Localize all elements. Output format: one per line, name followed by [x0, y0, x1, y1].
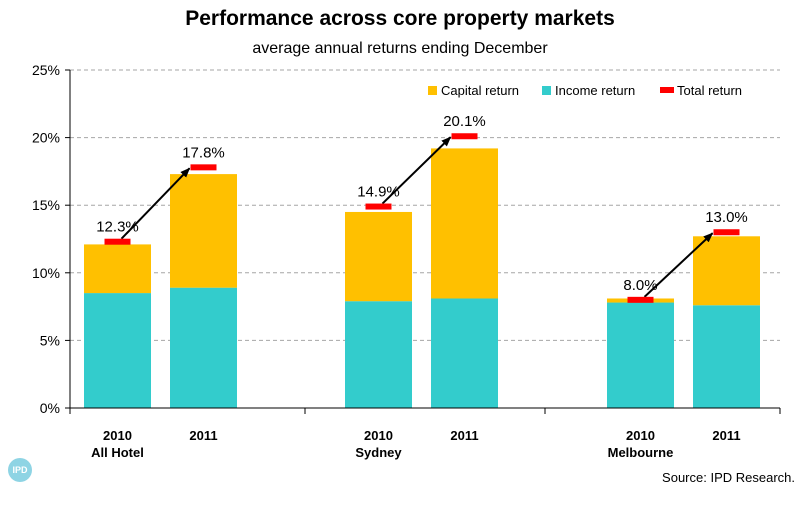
legend-swatch-total — [660, 87, 674, 93]
y-tick-label: 20% — [32, 130, 60, 146]
total-markers — [104, 133, 740, 303]
legend-label-income: Income return — [555, 83, 635, 98]
group-label: All Hotel — [91, 445, 144, 460]
year-label: 2010 — [103, 428, 132, 443]
data-labels: 12.3% 17.8% 14.9% 20.1% 8.0% 13.0% — [96, 113, 748, 294]
bar-income — [693, 305, 760, 408]
source-note: Source: IPD Research. — [662, 470, 795, 485]
y-tick-label: 5% — [40, 332, 60, 348]
bar-capital — [170, 174, 237, 288]
total-label: 17.8% — [182, 144, 225, 161]
total-marker — [451, 133, 478, 140]
y-tick-label: 25% — [32, 62, 60, 78]
legend: Capital return Income return Total retur… — [428, 83, 742, 98]
year-label: 2011 — [189, 428, 217, 443]
total-label: 12.3% — [96, 219, 139, 236]
total-label: 8.0% — [623, 277, 657, 294]
legend-label-capital: Capital return — [441, 83, 519, 98]
legend-label-total: Total return — [677, 83, 742, 98]
ipd-logo-text: IPD — [12, 465, 28, 475]
growth-arrow — [120, 167, 191, 240]
total-marker — [713, 229, 740, 236]
legend-swatch-income — [542, 86, 551, 95]
ipd-logo: IPD — [8, 458, 32, 482]
total-label: 20.1% — [443, 113, 486, 130]
arrows — [120, 136, 714, 298]
total-marker — [365, 203, 392, 210]
bar-capital — [431, 148, 498, 299]
total-marker — [104, 238, 131, 245]
year-label: 2011 — [450, 428, 478, 443]
bar-capital — [693, 236, 760, 306]
growth-arrow — [643, 232, 714, 298]
bar-income — [345, 301, 412, 408]
growth-arrow — [381, 136, 452, 205]
bar-capital — [84, 244, 151, 294]
x-axis-labels: 2010 All Hotel 2011 2010 Sydney 2011 2010 Melbo… — [69, 408, 781, 460]
ipd-logo-icon — [8, 458, 32, 482]
bar-income — [84, 293, 151, 408]
y-axis-ticks: 0% 5% 10% 15% 20% 25% — [32, 62, 70, 416]
y-tick-label: 10% — [32, 265, 60, 281]
chart-title: Performance across core property markets — [185, 7, 615, 30]
year-label: 2010 — [626, 428, 655, 443]
bar-income — [170, 287, 237, 408]
total-label: 14.9% — [357, 184, 400, 201]
total-marker — [190, 164, 217, 171]
group-label: Sydney — [355, 445, 402, 460]
total-label: 13.0% — [705, 209, 748, 226]
bar-capital — [345, 211, 412, 302]
y-tick-label: 15% — [32, 197, 60, 213]
total-marker — [627, 296, 654, 303]
bar-income — [431, 298, 498, 408]
bars — [84, 148, 760, 408]
group-label: Melbourne — [608, 445, 674, 460]
year-label: 2010 — [364, 428, 393, 443]
year-label: 2011 — [712, 428, 740, 443]
chart-subtitle: average annual returns ending December — [252, 40, 548, 57]
bar-income — [607, 302, 674, 408]
y-tick-label: 0% — [40, 400, 60, 416]
legend-swatch-capital — [428, 86, 437, 95]
